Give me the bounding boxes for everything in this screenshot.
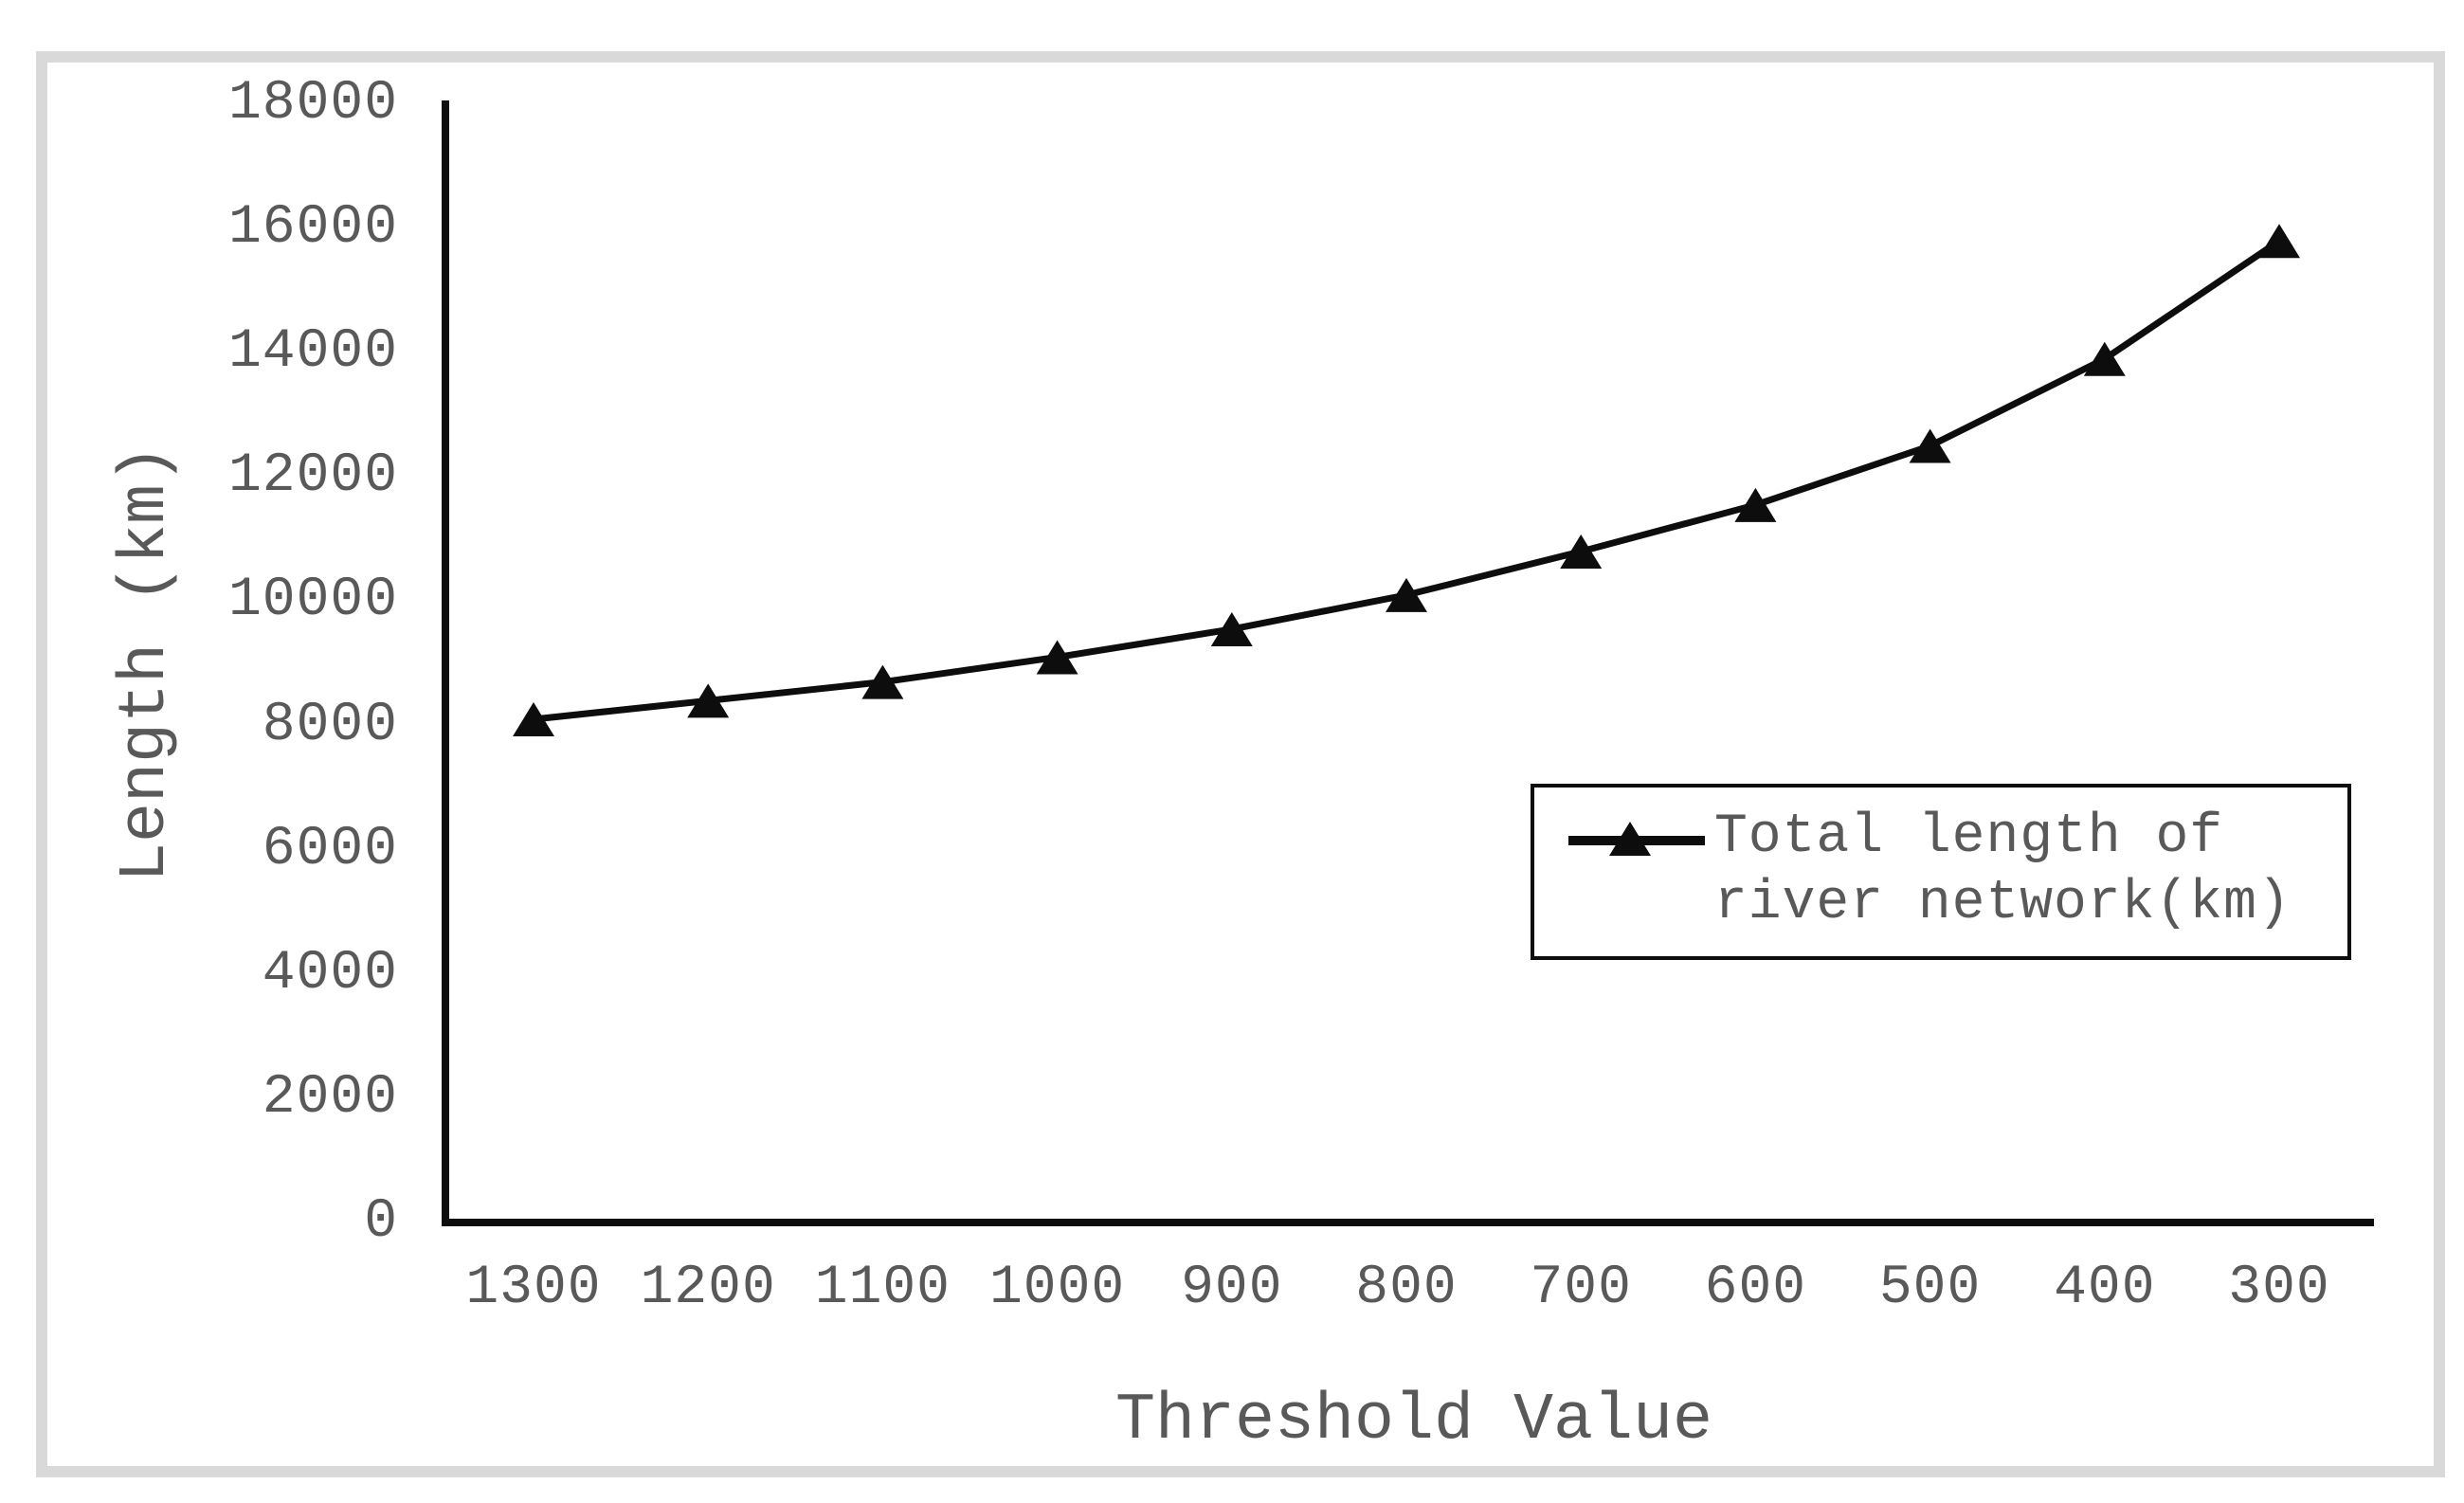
data-point-marker [2258,224,2300,259]
data-point-marker [1909,428,1951,463]
legend-label: Total length of river network(km) [1714,788,2292,937]
chart-border-frame [36,51,2445,1477]
data-point-marker [1560,534,1603,569]
data-point-marker [687,683,730,718]
data-point-marker [2083,341,2126,376]
series-line [533,238,2281,723]
y-axis-title: Length (km) [109,444,184,883]
data-point-marker [861,664,904,699]
data-point-marker [513,702,554,736]
x-axis-title: Threshold Value [1114,1384,1713,1458]
legend-label-line1: Total length of [1714,806,2224,868]
data-point-marker [1734,487,1777,522]
legend-label-line2: river network(km) [1714,873,2292,934]
legend: Total length of river network(km) [1531,784,2351,960]
data-point-marker [1386,577,1427,612]
data-point-marker [1210,611,1253,646]
legend-series-marker-icon [1568,822,1705,856]
data-point-marker [1036,640,1078,675]
